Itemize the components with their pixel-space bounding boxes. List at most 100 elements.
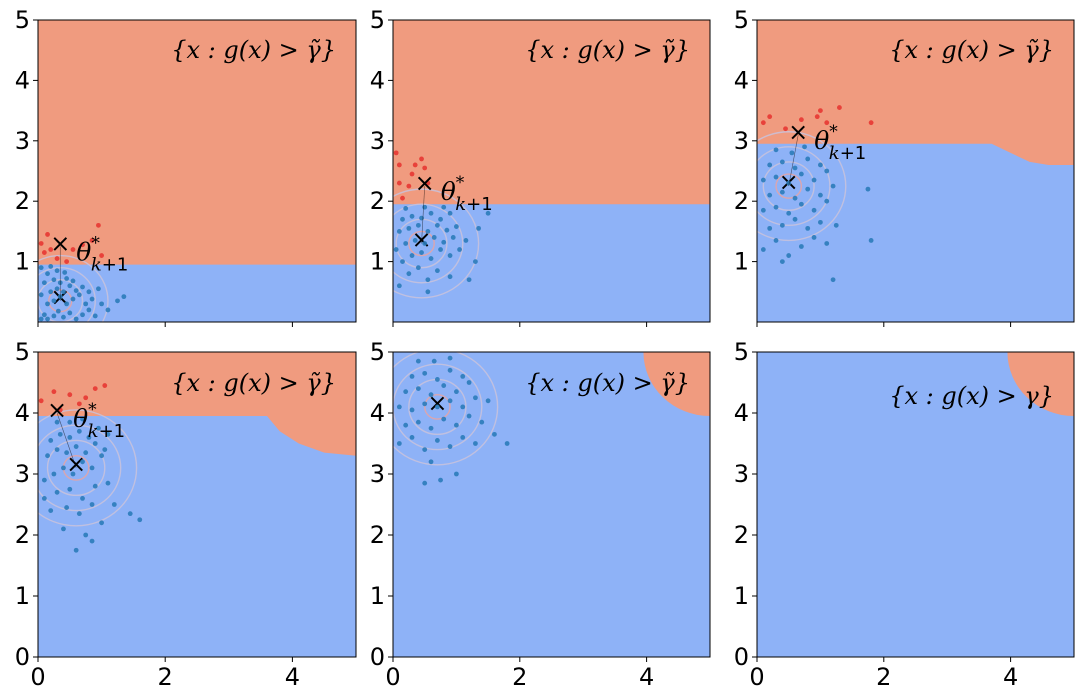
theta-path — [421, 186, 425, 244]
sample-point — [92, 483, 98, 489]
elite-point — [422, 165, 428, 171]
x-tick-label: 0 — [30, 663, 45, 691]
elite-point — [64, 259, 70, 264]
distribution-contour — [393, 352, 499, 466]
theta-star-label: θ* k+1 — [76, 234, 128, 276]
sample-point — [425, 277, 431, 283]
sample-point — [89, 502, 95, 507]
sample-point — [92, 441, 98, 446]
y-tick-label: 4 — [15, 66, 30, 94]
sample-point — [447, 355, 453, 361]
elite-point — [48, 247, 54, 252]
sample-point — [409, 407, 415, 413]
sample-point — [70, 278, 76, 284]
y-tick-label: 5 — [15, 338, 30, 366]
sample-point — [473, 259, 478, 264]
sample-point — [779, 222, 785, 228]
y-tick-label: 4 — [734, 399, 749, 427]
sample-point — [422, 401, 428, 407]
sample-point — [422, 204, 428, 210]
sample-point — [438, 216, 443, 222]
sample-point — [485, 398, 491, 404]
sample-point — [447, 367, 453, 373]
sample-point — [434, 268, 440, 274]
sample-point — [48, 264, 54, 269]
sample-point — [434, 438, 440, 443]
theta-star-marker: × — [50, 230, 70, 258]
distribution-contour — [393, 203, 464, 284]
sample-point — [422, 447, 428, 452]
feasible-region — [38, 20, 356, 265]
sample-point — [45, 316, 50, 322]
sample-point — [447, 274, 453, 280]
y-tick-label: 3 — [370, 127, 385, 155]
sample-point — [773, 174, 779, 180]
sample-point — [454, 389, 459, 395]
sample-point — [824, 241, 830, 246]
y-tick-label: 2 — [370, 521, 385, 549]
sample-point — [792, 195, 798, 201]
sample-point — [818, 192, 823, 198]
sample-point — [438, 477, 443, 483]
sample-point — [48, 438, 54, 443]
y-tick-label: 2 — [734, 521, 749, 549]
sample-point — [80, 496, 85, 501]
sample-point — [476, 225, 481, 231]
sample-point — [73, 288, 79, 293]
y-tick-label: 2 — [370, 187, 385, 215]
elite-point — [400, 195, 405, 201]
sample-point — [80, 284, 85, 290]
y-tick-label: 1 — [370, 582, 385, 610]
elite-point — [837, 105, 842, 110]
sample-point — [422, 480, 428, 486]
sample-point — [51, 277, 57, 283]
y-tick-label: 5 — [734, 338, 749, 366]
sample-point — [73, 316, 79, 322]
sample-point — [792, 165, 798, 171]
y-tick-label: 4 — [370, 66, 385, 94]
y-tick-label: 3 — [734, 460, 749, 488]
distribution-mean-marker: × — [66, 450, 86, 478]
theta-star-marker: × — [788, 118, 808, 146]
sample-point — [805, 186, 811, 192]
sample-point — [67, 419, 73, 425]
sample-point — [450, 235, 456, 240]
distribution-contour — [38, 424, 122, 512]
sample-point — [86, 307, 92, 313]
elite-point — [396, 162, 402, 168]
sample-point — [64, 276, 70, 281]
region-label: {x : g(x) > γ̃} — [889, 36, 1054, 64]
sample-point — [406, 225, 412, 231]
sample-point — [64, 450, 70, 456]
sample-point — [434, 377, 440, 382]
sample-point — [409, 253, 415, 258]
sample-point — [767, 162, 773, 168]
sample-point — [460, 435, 466, 440]
sample-point — [105, 480, 111, 486]
sample-point — [80, 459, 85, 465]
sample-point — [54, 286, 60, 292]
sample-point — [786, 210, 792, 216]
sample-point — [80, 416, 85, 422]
sample-point — [102, 447, 108, 452]
elite-point — [406, 183, 412, 189]
sample-point — [67, 283, 73, 289]
sample-point — [62, 270, 68, 275]
y-tick-label: 2 — [734, 187, 749, 215]
y-tick-label: 5 — [370, 338, 385, 366]
sample-point — [115, 298, 120, 304]
elite-point — [419, 156, 424, 162]
sample-point — [409, 374, 415, 379]
plot-area: × — [38, 20, 356, 322]
elite-point — [798, 117, 804, 123]
infeasible-region — [393, 352, 710, 657]
sample-point — [767, 225, 773, 231]
sample-point — [61, 314, 66, 320]
sample-point — [38, 316, 44, 322]
feasible-region — [38, 352, 356, 456]
sample-point — [41, 496, 47, 501]
plot-area — [757, 352, 1074, 657]
y-tick-label: 2 — [15, 187, 30, 215]
sample-point — [447, 398, 453, 404]
